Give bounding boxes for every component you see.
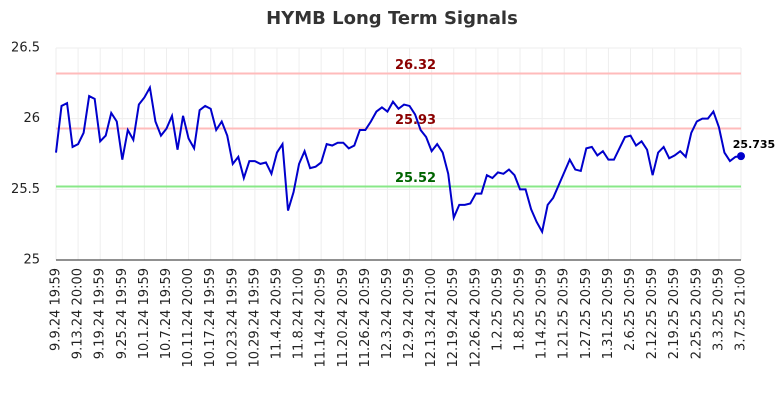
x-tick-label: 10.1.24 19:59 [137, 268, 152, 359]
x-tick-label: 12.19.24 20:59 [446, 268, 461, 368]
level-label: 26.32 [395, 58, 436, 73]
x-tick-label: 2.19.25 20:59 [667, 268, 682, 359]
x-tick-label: 11.4.24 20:59 [269, 268, 284, 359]
x-tick-label: 10.29.24 19:59 [247, 268, 262, 368]
x-tick-label: 1.21.25 20:59 [557, 268, 572, 359]
x-tick-label: 11.14.24 20:59 [314, 268, 329, 368]
x-tick-label: 1.27.25 20:59 [579, 268, 594, 359]
x-tick-label: 9.9.24 19:59 [49, 268, 64, 351]
x-tick-label: 11.20.24 20:59 [336, 268, 351, 368]
x-tick-label: 11.26.24 20:59 [358, 268, 373, 368]
x-tick-label: 9.13.24 20:00 [71, 268, 86, 359]
x-tick-label: 2.25.25 20:59 [689, 268, 704, 359]
last-value-label: 25.735 [733, 138, 775, 151]
x-tick-label: 2.12.25 20:59 [645, 268, 660, 359]
y-tick-label: 25 [23, 253, 40, 268]
x-tick-label: 12.3.24 20:59 [380, 268, 395, 359]
level-label: 25.93 [395, 113, 436, 128]
y-tick-label: 26.5 [11, 41, 40, 56]
x-tick-label: 10.7.24 19:59 [159, 268, 174, 359]
x-tick-label: 12.26.24 20:59 [468, 268, 483, 368]
price-line [55, 84, 742, 235]
x-tick-label: 12.13.24 21:00 [424, 268, 439, 368]
x-tick-label: 9.25.24 19:59 [115, 268, 130, 359]
x-tick-label: 10.17.24 19:59 [203, 268, 218, 368]
x-tick-label: 1.14.25 20:59 [535, 268, 550, 359]
last-point [737, 152, 745, 161]
x-tick-label: 3.3.25 20:59 [711, 268, 726, 351]
level-label: 25.52 [395, 171, 436, 186]
x-tick-label: 1.2.25 20:59 [490, 268, 505, 351]
x-tick-label: 11.8.24 21:00 [292, 268, 307, 359]
x-tick-label: 10.23.24 19:59 [225, 268, 240, 368]
x-tick-label: 1.8.25 20:59 [513, 268, 528, 351]
x-tick-label: 3.7.25 21:00 [734, 268, 749, 351]
x-tick-label: 1.31.25 20:59 [601, 268, 616, 359]
x-tick-label: 2.6.25 20:59 [623, 268, 638, 351]
x-tick-label: 10.11.24 20:00 [181, 268, 196, 368]
chart-title: HYMB Long Term Signals [266, 8, 518, 29]
x-tick-label: 9.19.24 19:59 [93, 268, 108, 359]
x-tick-label: 12.9.24 20:59 [402, 268, 417, 359]
y-tick-label: 25.5 [11, 182, 40, 197]
y-tick-label: 26 [23, 111, 40, 126]
